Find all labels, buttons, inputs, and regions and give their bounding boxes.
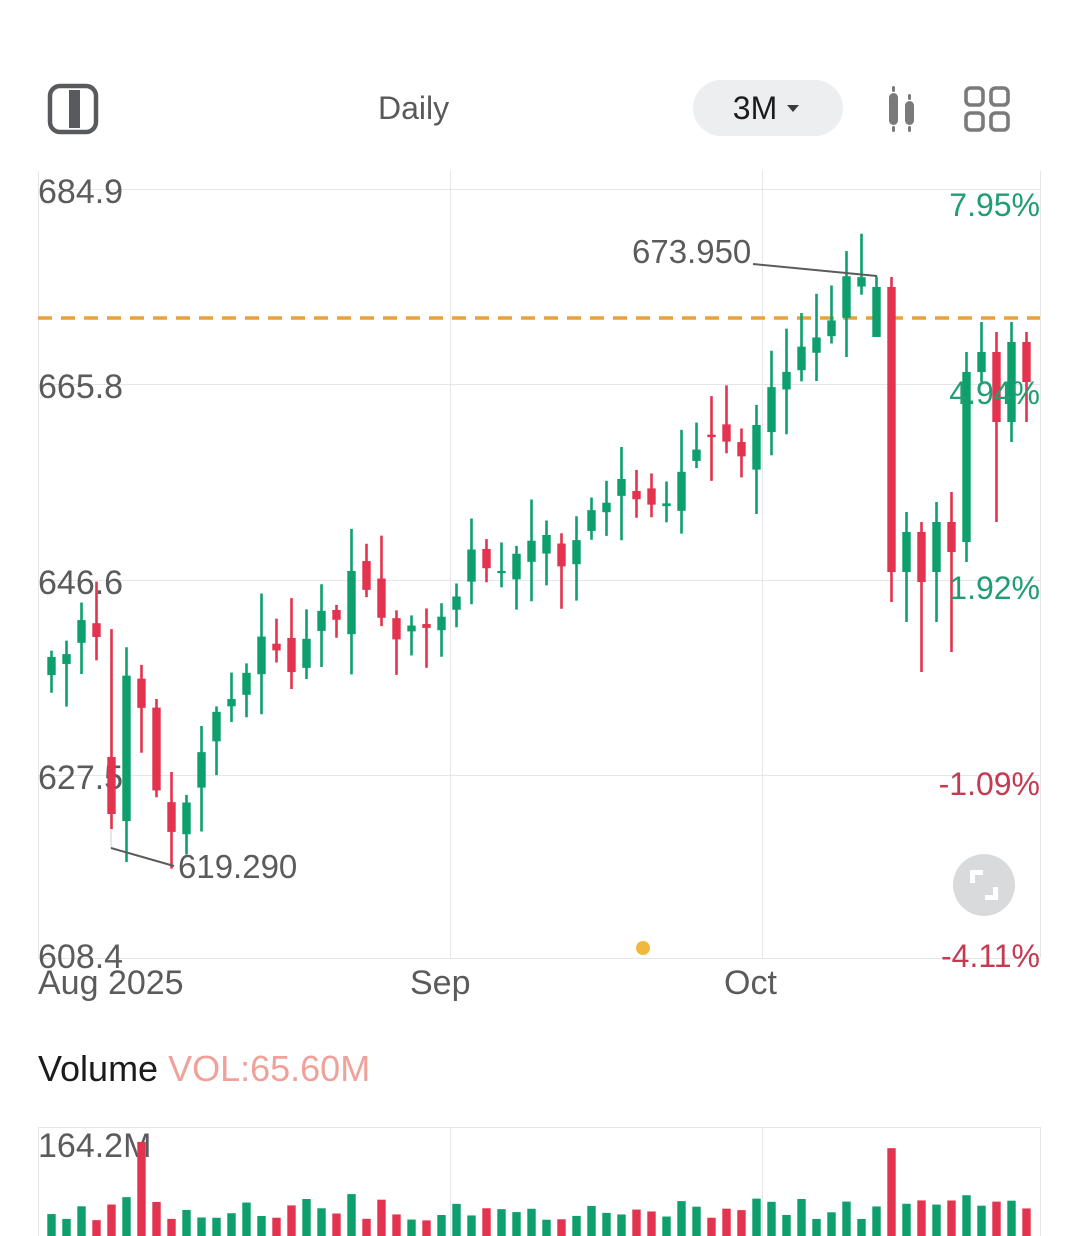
- svg-text:619.290: 619.290: [178, 848, 297, 885]
- svg-text:673.950: 673.950: [632, 233, 751, 270]
